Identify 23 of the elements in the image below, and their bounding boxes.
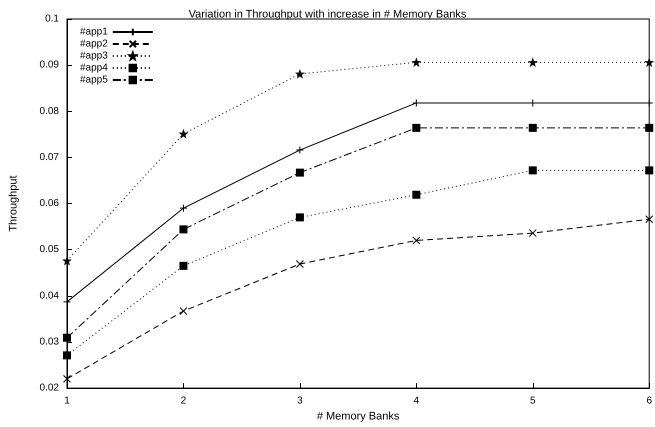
legend-label: #app5: [80, 74, 108, 86]
y-tick-label: 0.1: [45, 14, 60, 24]
legend-label: #app1: [80, 26, 108, 38]
y-tick-label: 0.09: [40, 60, 60, 71]
x-tick-label: 2: [180, 396, 187, 407]
y-tick-label: 0.03: [40, 336, 60, 348]
x-tick-label: 5: [530, 396, 536, 407]
y-tick-label: 0.08: [40, 106, 60, 117]
x-tick-label: 1: [64, 396, 70, 407]
legend-label: #app3: [80, 50, 108, 62]
y-axis-title: Throughput: [8, 175, 20, 232]
chart-title: Variation in Throughput with increase in # Memory Banks: [188, 8, 467, 20]
legend-label: #app4: [80, 62, 108, 74]
x-tick-label: 4: [414, 396, 420, 407]
x-tick-label: 6: [646, 396, 652, 407]
y-tick-label: 0.04: [40, 290, 60, 302]
y-tick-label: 0.07: [40, 152, 60, 163]
y-tick-label: 0.02: [40, 382, 60, 394]
y-tick-label: 0.05: [40, 244, 60, 256]
legend-label: #app2: [80, 38, 108, 50]
x-axis-title: # Memory Banks: [316, 410, 400, 422]
x-tick-label: 3: [297, 396, 304, 407]
y-tick-label: 0.06: [40, 198, 60, 210]
